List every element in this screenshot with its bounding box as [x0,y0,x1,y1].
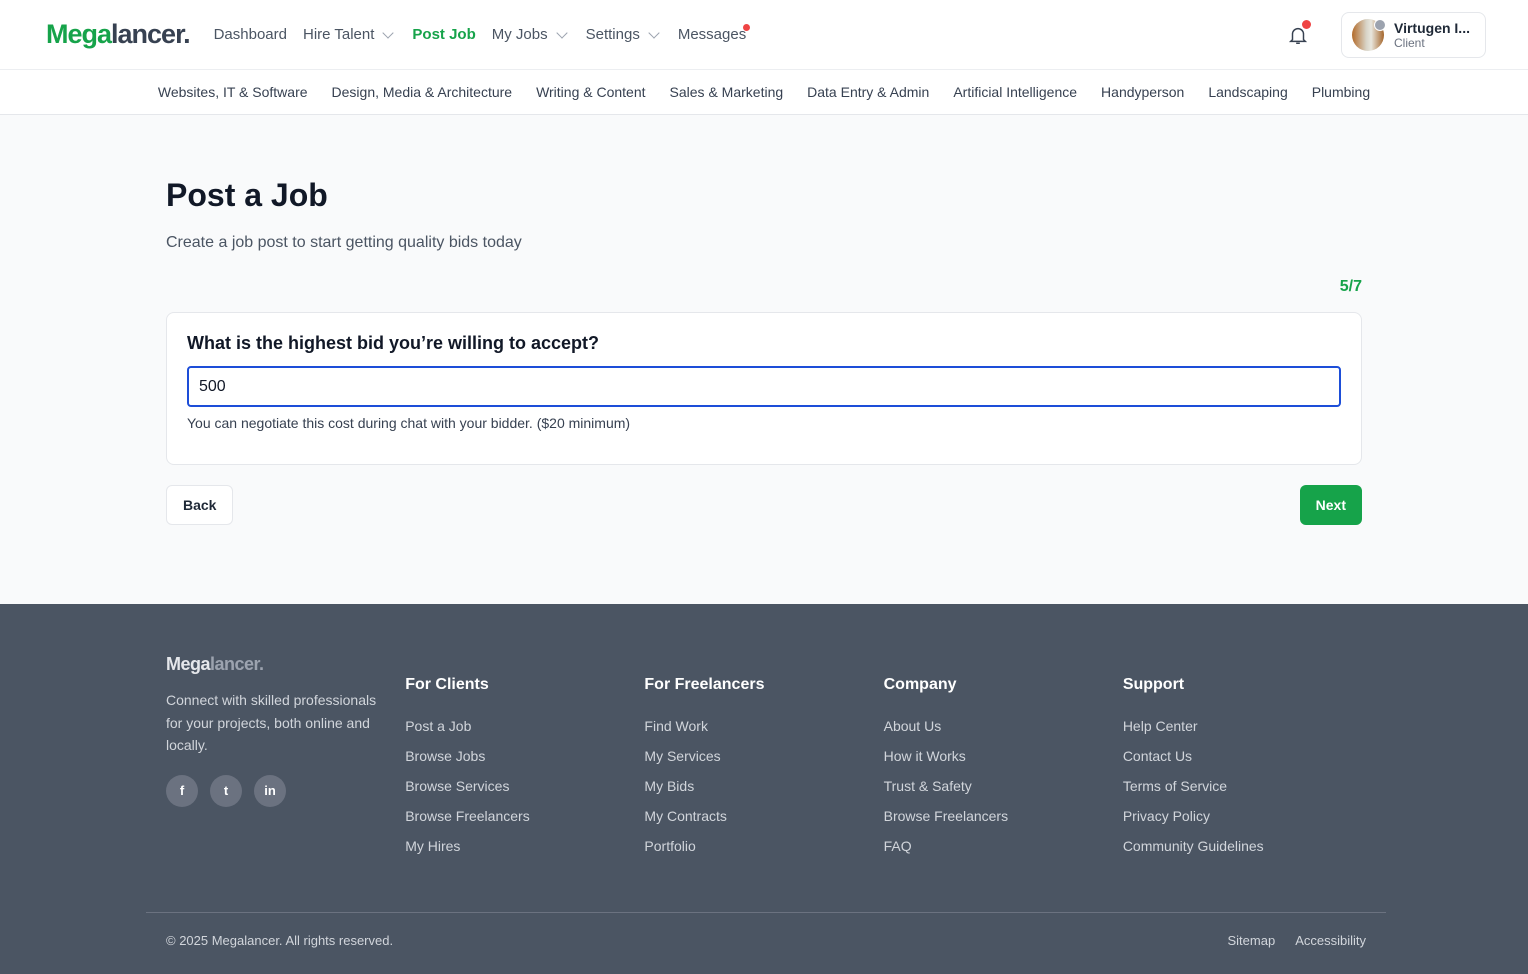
category-link[interactable]: Design, Media & Architecture [331,84,513,100]
footer-link[interactable]: Contact Us [1122,748,1193,764]
category-link[interactable]: Websites, IT & Software [157,84,308,100]
back-button[interactable]: Back [166,485,234,525]
unread-dot [743,24,751,31]
avatar [1352,18,1386,51]
nav-messages[interactable]: Messages [678,24,751,43]
notification-dot [1302,19,1311,29]
highest-bid-input[interactable] [187,366,1341,407]
chevron-down-icon [382,26,395,39]
footer: Megalancer. Connect with skilled profess… [0,604,1528,974]
user-menu[interactable]: Virtugen I... Client [1341,11,1486,58]
footer-link[interactable]: Browse Services [405,778,510,794]
footer-column-clients: For Clients Post a Job Browse Jobs Browse … [405,654,644,868]
footer-link[interactable]: About Us [883,718,942,734]
hint-text: You can negotiate this cost during chat … [187,415,631,431]
footer-link[interactable]: Terms of Service [1122,778,1228,794]
footer-link[interactable]: My Hires [405,838,461,854]
nav-dashboard[interactable]: Dashboard [213,26,287,43]
facebook-icon[interactable]: f [166,774,198,807]
nav-settings[interactable]: Settings [586,26,662,43]
accessibility-link[interactable]: Accessibility [1295,933,1366,948]
footer-description: Connect with skilled professionals for y… [166,692,377,753]
category-bar: Websites, IT & Software Design, Media & … [0,70,1528,115]
category-link[interactable]: Handyperson [1101,84,1185,100]
footer-column-support: Support Help Center Contact Us Terms of Se… [1123,654,1362,868]
chevron-down-icon [648,26,660,39]
next-button[interactable]: Next [1299,485,1362,525]
nav-my-jobs[interactable]: My Jobs [492,26,570,43]
category-link[interactable]: Writing & Content [536,84,646,100]
footer-link[interactable]: Browse Freelancers [883,808,1009,824]
footer-link[interactable]: FAQ [883,838,912,854]
page-subtitle: Create a job post to start getting quali… [166,234,522,251]
footer-logo: Megalancer. [166,654,264,674]
footer-column-company: Company About Us How it Works Trust & Safe… [884,654,1123,868]
footer-column-freelancers: For Freelancers Find Work My Services My B… [644,654,883,868]
page-title: Post a Job [166,177,328,213]
footer-link[interactable]: Portfolio [644,838,696,854]
step-indicator: 5/7 [1339,278,1362,295]
top-nav: Megalancer. Dashboard Hire Talent Post J… [0,0,1528,70]
category-link[interactable]: Plumbing [1311,84,1371,100]
copyright: © 2025 Megalancer. All rights reserved. [166,933,394,948]
question-label: What is the highest bid you’re willing t… [187,333,600,353]
footer-link[interactable]: Privacy Policy [1122,808,1210,824]
category-link[interactable]: Sales & Marketing [669,84,784,100]
bell-icon[interactable] [1287,19,1311,46]
footer-link[interactable]: Community Guidelines [1122,838,1264,854]
footer-link[interactable]: Trust & Safety [883,778,972,794]
sitemap-link[interactable]: Sitemap [1227,933,1276,948]
footer-link[interactable]: My Bids [644,778,695,794]
logo[interactable]: Megalancer. [46,19,191,49]
nav-post-job[interactable]: Post Job [412,26,476,43]
footer-link[interactable]: Post a Job [405,718,472,734]
footer-link[interactable]: Browse Jobs [405,748,486,764]
chevron-down-icon [555,26,568,39]
twitter-icon[interactable]: t [210,774,242,807]
linkedin-icon[interactable]: in [254,774,286,807]
footer-link[interactable]: My Services [644,748,721,764]
footer-link[interactable]: Browse Freelancers [405,808,530,824]
footer-link[interactable]: How it Works [883,748,966,764]
footer-link[interactable]: My Contracts [644,808,727,824]
nav-hire-talent[interactable]: Hire Talent [303,26,396,43]
footer-link[interactable]: Find Work [644,718,708,734]
category-link[interactable]: Data Entry & Admin [807,84,930,100]
category-link[interactable]: Landscaping [1208,84,1288,100]
footer-link[interactable]: Help Center [1122,718,1198,734]
category-link[interactable]: Artificial Intelligence [953,84,1078,100]
question-card: What is the highest bid you’re willing t… [166,312,1362,465]
